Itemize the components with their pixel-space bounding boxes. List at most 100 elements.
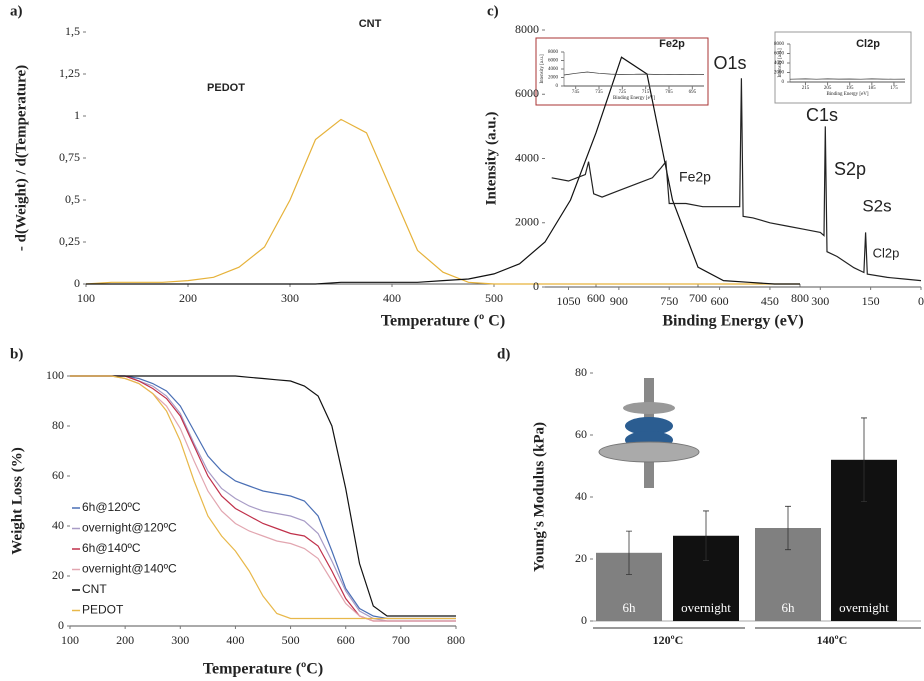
y-tick-label: 6000 [774,52,785,57]
legend-label: overnight@120ºC [82,521,177,535]
x-tick-label: 745 [572,90,580,95]
x-tick-label: 600 [711,294,729,308]
legend-label: 6h@120ºC [82,500,141,514]
x-tick-label: 715 [642,90,650,95]
y-tick-label: 0 [556,84,559,89]
series-line [70,375,456,617]
y-tick-label: 0 [581,613,587,627]
y-axis-label: - d(Weight) / d(Temperature) [13,65,29,251]
series-line [70,375,456,620]
x-tick-label: 185 [868,86,876,91]
x-tick-label: 195 [846,86,854,91]
y-tick-label: 1,5 [65,24,80,38]
series-line [86,56,800,285]
y-axis-label: Intensity (a.u.) [483,112,499,206]
x-tick-label: 215 [802,86,810,91]
inset-frame [774,31,912,104]
peak-annotation: C1s [806,105,838,125]
y-tick-label: 2000 [515,215,539,229]
y-axis-label: Young's Modulus (kPa) [531,422,547,572]
x-tick-label: 500 [282,633,300,647]
x-tick-label: 700 [689,291,707,305]
x-tick-label: 800 [447,633,465,647]
x-axis-label: Temperature (º C) [381,313,505,330]
legend-label: overnight@140ºC [82,562,177,576]
peak-annotation: O1s [713,53,746,73]
y-tick-label: 2000 [774,71,785,76]
x-tick-label: 400 [383,291,401,305]
bar-category-label: overnight [839,600,889,615]
inset-title: Fe2p [659,38,685,50]
y-tick-label: 0 [533,279,539,293]
y-tick-label: 0,75 [59,150,80,164]
x-axis-label: Temperature (ºC) [203,661,323,678]
y-tick-label: 4000 [548,67,559,72]
x-tick-label: 205 [824,86,832,91]
peak-annotation: Fe2p [679,169,711,185]
y-axis-label: Weight Loss (%) [9,447,25,555]
y-tick-label: 40 [575,489,587,503]
panel-label: a) [10,3,23,19]
x-axis-label: Binding Energy (eV) [662,313,803,330]
y-tick-label: 8000 [515,22,539,36]
x-tick-label: 150 [862,294,880,308]
x-tick-label: 750 [660,294,678,308]
x-tick-label: 0 [918,294,924,308]
y-tick-label: 80 [52,418,64,432]
x-tick-label: 600 [337,633,355,647]
x-tick-label: 705 [665,90,673,95]
x-tick-label: 400 [226,633,244,647]
y-tick-label: 20 [575,551,587,565]
bar-category-label: 6h [623,600,637,615]
y-tick-label: 1,25 [59,66,80,80]
x-tick-label: 450 [761,294,779,308]
y-axis-label: Intensity [a.u.] [778,48,783,78]
series-line [70,375,456,620]
group-label: 120ºC [653,633,684,647]
series-line [85,118,800,285]
inset-frame [535,37,709,106]
error-bar [785,505,791,551]
bar-category-label: 6h [782,600,796,615]
y-axis-label: Intensity [a.u.] [540,54,545,84]
x-tick-label: 200 [179,291,197,305]
x-axis-label: Binding Energy [eV] [613,96,655,101]
legend-label: PEDOT [82,603,124,617]
x-tick-label: 695 [689,90,697,95]
x-tick-label: 725 [619,90,627,95]
x-tick-label: 300 [171,633,189,647]
y-tick-label: 8000 [774,42,785,47]
y-tick-label: 6000 [515,86,539,100]
y-tick-label: 1 [74,108,80,122]
x-tick-label: 500 [485,291,503,305]
y-tick-label: 2000 [548,76,559,81]
y-tick-label: 60 [575,427,587,441]
series-annotation: CNT [359,18,382,30]
y-tick-label: 0,25 [59,234,80,248]
y-tick-label: 0 [782,80,785,85]
x-tick-label: 100 [61,633,79,647]
y-tick-label: 8000 [548,50,559,55]
y-tick-label: 60 [52,468,64,482]
series-line [70,375,456,622]
y-tick-label: 6000 [548,59,559,64]
device-illustration [598,378,700,488]
x-tick-label: 300 [281,291,299,305]
y-tick-label: 20 [52,568,64,582]
y-tick-label: 80 [575,365,587,379]
inset-title: Cl2p [856,38,880,50]
peak-annotation: S2s [862,196,891,215]
x-tick-label: 735 [595,90,603,95]
y-tick-label: 0 [58,618,64,632]
error-bar [861,417,867,503]
bar-category-label: overnight [681,600,731,615]
legend-label: CNT [82,582,107,596]
series-annotation: PEDOT [207,82,245,94]
group-label: 140ºC [817,633,848,647]
peak-annotation: Cl2p [873,245,900,260]
x-tick-label: 1050 [557,294,581,308]
x-tick-label: 700 [392,633,410,647]
x-tick-label: 300 [811,294,829,308]
x-tick-label: 600 [587,291,605,305]
series-line [70,375,456,622]
